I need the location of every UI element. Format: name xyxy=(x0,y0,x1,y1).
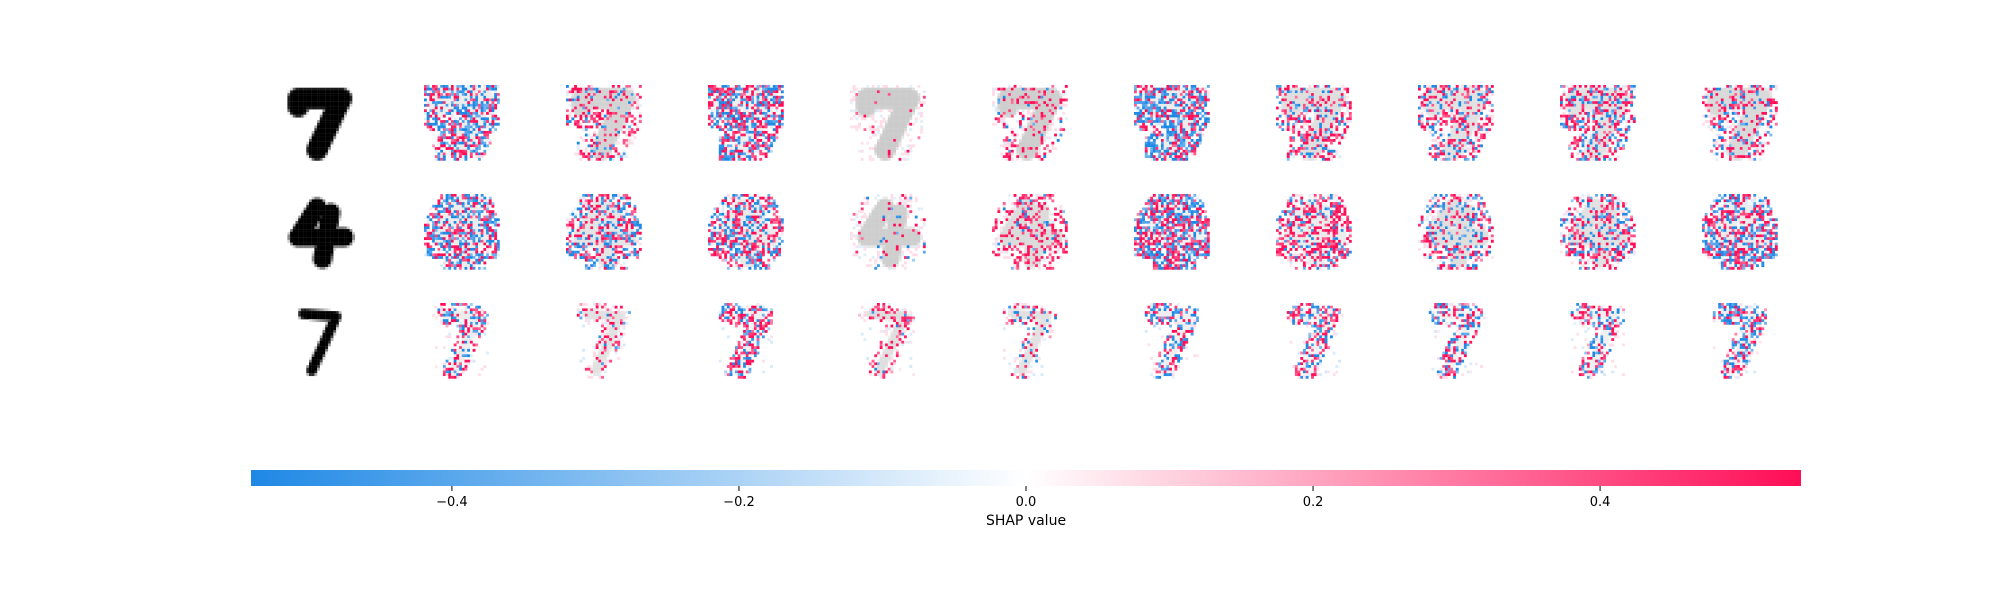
shap-attribution-map xyxy=(566,85,642,161)
shap-attribution-map xyxy=(424,194,500,270)
shap-attribution-map xyxy=(1002,303,1057,379)
original-digit-image xyxy=(287,196,356,270)
colorbar-tick-label: −0.4 xyxy=(436,495,468,510)
shap-attribution-map xyxy=(850,194,926,270)
shap-attribution-map xyxy=(1144,303,1199,379)
shap-attribution-map xyxy=(1276,194,1352,270)
shap-attribution-map xyxy=(708,85,784,161)
shap-attribution-map xyxy=(708,194,784,270)
colorbar-tick-label: 0.4 xyxy=(1590,495,1611,510)
shap-attribution-map xyxy=(858,303,915,379)
shap-attribution-map xyxy=(566,194,642,270)
shap-attribution-map xyxy=(1286,303,1344,379)
shap-attribution-map xyxy=(1702,194,1778,270)
shap-attribution-map xyxy=(1560,194,1636,270)
shap-attribution-map xyxy=(992,85,1068,161)
shap-attribution-map xyxy=(1134,85,1210,161)
shap-attribution-map xyxy=(1712,303,1767,379)
shap-attribution-map xyxy=(1418,85,1494,161)
colorbar-tick-label: 0.2 xyxy=(1303,495,1324,510)
colorbar-gradient xyxy=(251,470,1801,486)
shap-attribution-map xyxy=(718,303,773,379)
original-digit-image xyxy=(287,87,353,161)
shap-attribution-map xyxy=(432,303,489,379)
original-digit-image xyxy=(298,308,342,377)
shap-attribution-map xyxy=(424,85,500,161)
shap-attribution-map xyxy=(850,85,926,161)
shap-attribution-map xyxy=(1428,303,1486,379)
image-grid xyxy=(287,85,1778,379)
shap-attribution-map xyxy=(1134,194,1210,270)
shap-attribution-map xyxy=(576,303,631,379)
shap-attribution-map xyxy=(1568,303,1625,379)
shap-attribution-map xyxy=(1560,85,1636,161)
shap-attribution-map xyxy=(1418,194,1494,270)
colorbar-ticks: −0.4 −0.2 0.0 0.2 0.4 xyxy=(436,486,1610,510)
colorbar-axis-label: SHAP value xyxy=(986,513,1066,529)
shap-attribution-map xyxy=(1702,85,1778,161)
colorbar-tick-label: 0.0 xyxy=(1016,495,1037,510)
colorbar-tick-label: −0.2 xyxy=(723,495,755,510)
shap-attribution-map xyxy=(992,194,1068,270)
shap-attribution-map xyxy=(1276,85,1352,161)
colorbar: −0.4 −0.2 0.0 0.2 0.4 SHAP value xyxy=(251,470,1801,529)
